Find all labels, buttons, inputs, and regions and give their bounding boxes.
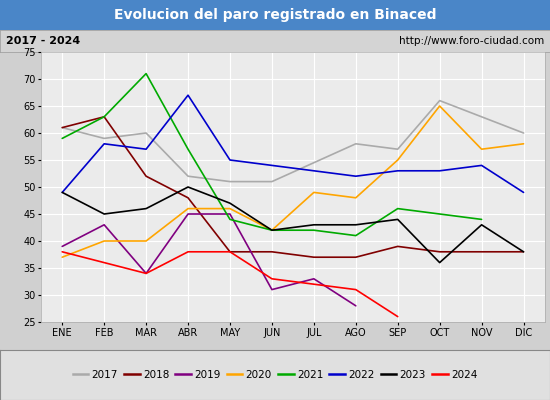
Text: Evolucion del paro registrado en Binaced: Evolucion del paro registrado en Binaced bbox=[114, 8, 436, 22]
Legend: 2017, 2018, 2019, 2020, 2021, 2022, 2023, 2024: 2017, 2018, 2019, 2020, 2021, 2022, 2023… bbox=[69, 366, 481, 384]
Text: http://www.foro-ciudad.com: http://www.foro-ciudad.com bbox=[399, 36, 544, 46]
Text: 2017 - 2024: 2017 - 2024 bbox=[6, 36, 80, 46]
